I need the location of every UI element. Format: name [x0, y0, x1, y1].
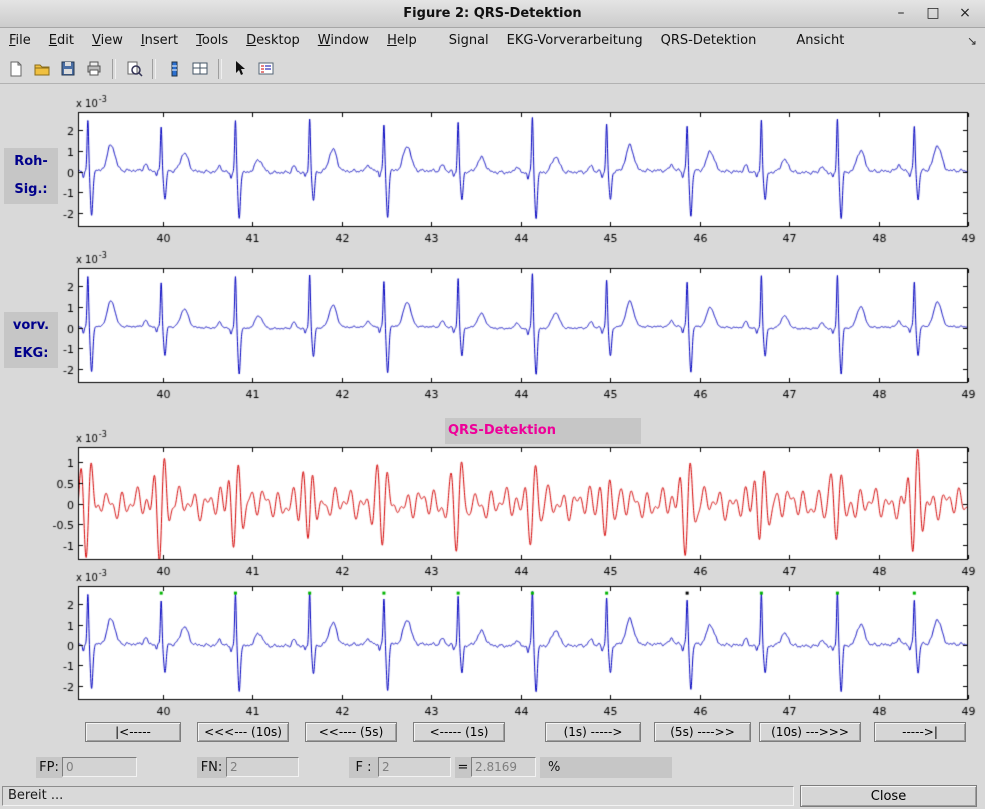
status-text: Bereit ...	[2, 786, 794, 806]
forward-10s-button[interactable]: (10s) --->>>	[759, 722, 861, 742]
preprocessed-ecg-label: vorv. EKG:	[4, 312, 58, 368]
back-5s-button[interactable]: <<---- (5s)	[305, 722, 397, 742]
menu-tools[interactable]: Tools	[196, 33, 229, 48]
back-10s-button[interactable]: <<<--- (10s)	[197, 722, 289, 742]
dock-figure-icon[interactable]: ↘	[966, 34, 977, 48]
preprocessed-ecg-plot	[48, 250, 982, 407]
detection-result-plot	[48, 568, 982, 724]
percent-label: %	[540, 757, 672, 778]
menu-window[interactable]: Window	[317, 33, 370, 48]
menu-ekg-vorverarbeitung[interactable]: EKG-Vorverarbeitung	[506, 33, 643, 48]
menu-help[interactable]: Help	[387, 33, 417, 48]
menu-qrs-detektion[interactable]: QRS-Detektion	[660, 33, 757, 48]
fp-label: FP:	[36, 757, 62, 778]
save-icon[interactable]	[56, 57, 80, 81]
menu-signal[interactable]: Signal	[448, 33, 489, 48]
print-preview-icon[interactable]	[122, 57, 146, 81]
f-label: F :	[349, 757, 378, 778]
grid-icon[interactable]	[188, 57, 212, 81]
equals-label: =	[455, 757, 471, 778]
titlebar[interactable]: Figure 2: QRS-Detektion – □ ×	[0, 0, 985, 28]
window-title: Figure 2: QRS-Detektion	[403, 6, 582, 21]
toolbar-separator	[218, 58, 222, 79]
menu-file[interactable]: File	[9, 33, 31, 48]
figure-toolbar	[0, 54, 985, 84]
forward-1s-button[interactable]: (1s) ----->	[545, 722, 641, 742]
menu-desktop[interactable]: Desktop	[246, 33, 300, 48]
f-field[interactable]	[378, 757, 451, 777]
raw-signal-plot	[48, 94, 982, 251]
qrs-detection-title: QRS-Detektion	[445, 418, 641, 444]
fp-field[interactable]	[62, 757, 137, 777]
pointer-icon[interactable]	[228, 57, 252, 81]
fn-field[interactable]	[226, 757, 299, 777]
raw-signal-label-line2: Sig.:	[14, 182, 48, 197]
jump-start-button[interactable]: |<-----	[85, 722, 181, 742]
print-icon[interactable]	[82, 57, 106, 81]
raw-signal-label-line1: Roh-	[14, 154, 48, 169]
preprocessed-ecg-label-line1: vorv.	[12, 318, 50, 333]
colorbar-icon[interactable]	[162, 57, 186, 81]
menu-edit[interactable]: Edit	[48, 33, 74, 48]
menu-insert[interactable]: Insert	[140, 33, 179, 48]
close-icon[interactable]: ×	[959, 5, 971, 21]
toolbar-separator	[112, 58, 116, 79]
raw-signal-label: Roh- Sig.:	[4, 148, 58, 204]
jump-end-button[interactable]: ----->|	[874, 722, 966, 742]
minimize-icon[interactable]: –	[897, 5, 905, 21]
preprocessed-ecg-label-line2: EKG:	[13, 346, 49, 361]
back-1s-button[interactable]: <----- (1s)	[413, 722, 505, 742]
legend-icon[interactable]	[254, 57, 278, 81]
toolbar-separator	[152, 58, 156, 79]
window-controls: – □ ×	[885, 0, 981, 28]
f-measure-field[interactable]	[471, 757, 536, 777]
fn-label: FN:	[197, 757, 226, 778]
qrs-filtered-plot	[48, 429, 982, 584]
menu-view[interactable]: View	[91, 33, 123, 48]
new-file-icon[interactable]	[4, 57, 28, 81]
menu-ansicht[interactable]: Ansicht	[796, 33, 845, 48]
open-file-icon[interactable]	[30, 57, 54, 81]
menubar: File Edit View Insert Tools Desktop Wind…	[0, 28, 985, 54]
close-figure-button[interactable]: Close	[800, 785, 977, 807]
maximize-icon[interactable]: □	[926, 5, 940, 21]
forward-5s-button[interactable]: (5s) ---->>	[654, 722, 751, 742]
